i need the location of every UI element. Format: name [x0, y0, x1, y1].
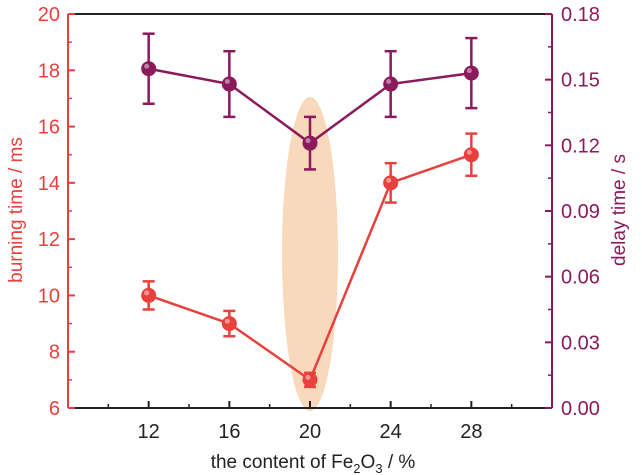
burning-time-point-highlight [144, 290, 150, 296]
left-tick-label: 14 [38, 173, 60, 195]
burning-time-point-highlight [224, 318, 230, 324]
delay-time-point-highlight [466, 68, 472, 74]
left-axis-title: burning time / ms [6, 137, 27, 283]
burning-time-point [463, 147, 479, 163]
right-tick-label: 0.03 [561, 332, 600, 354]
delay-time-point-highlight [144, 63, 150, 69]
highlight-ellipse [282, 97, 338, 411]
delay-time-point [141, 61, 157, 77]
burning-time-point [141, 287, 157, 303]
left-tick-label: 12 [38, 229, 60, 251]
left-tick-label: 16 [38, 117, 60, 139]
x-tick-label: 28 [460, 421, 482, 443]
burning-time-point [302, 372, 318, 388]
burning-time-point [221, 316, 237, 332]
right-tick-label: 0.06 [561, 267, 600, 289]
x-tick-label: 12 [138, 421, 160, 443]
right-tick-label: 0.12 [561, 135, 600, 157]
left-tick-label: 10 [38, 285, 60, 307]
right-tick-label: 0.00 [561, 398, 600, 420]
x-tick-label: 20 [299, 421, 321, 443]
burning-time-point [383, 175, 399, 191]
right-axis-title: delay time / s [609, 154, 630, 266]
left-tick-label: 6 [49, 398, 60, 420]
delay-time-point-highlight [305, 138, 311, 144]
burning-time-point-highlight [386, 177, 392, 183]
delay-time-point [383, 76, 399, 92]
x-tick-label: 24 [380, 421, 402, 443]
x-axis-title: the content of Fe2O3 / % [211, 452, 416, 475]
delay-time-point [463, 65, 479, 81]
burning-time-point-highlight [466, 149, 472, 155]
x-tick-label: 16 [218, 421, 240, 443]
delay-time-point [221, 76, 237, 92]
delay-time-point-highlight [386, 79, 392, 85]
right-tick-label: 0.09 [561, 201, 600, 223]
delay-time-point-highlight [224, 79, 230, 85]
right-tick-label: 0.18 [561, 4, 600, 26]
left-tick-label: 8 [49, 342, 60, 364]
right-tick-label: 0.15 [561, 70, 600, 92]
left-tick-label: 20 [38, 4, 60, 26]
delay-time-point [302, 135, 318, 151]
burning-time-point-highlight [305, 374, 311, 380]
left-tick-label: 18 [38, 60, 60, 82]
